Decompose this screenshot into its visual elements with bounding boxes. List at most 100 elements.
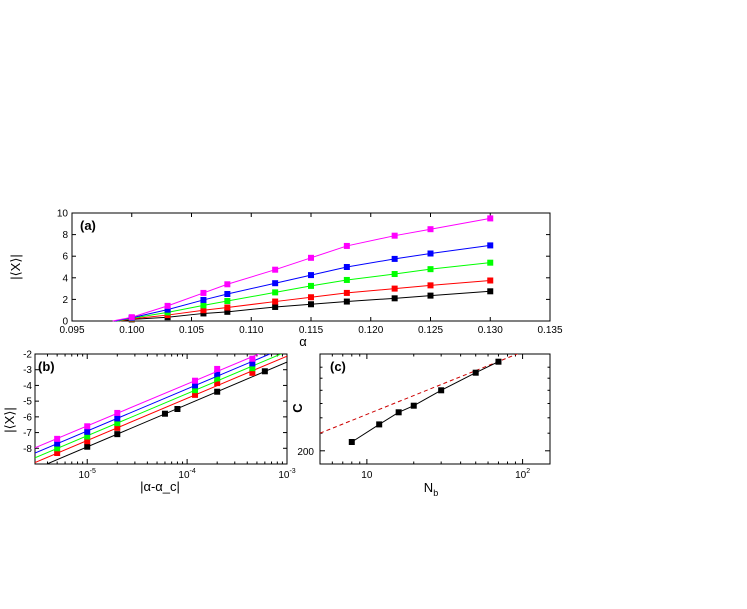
panel-a-data-point: [272, 303, 279, 310]
panel-b-series: [35, 354, 287, 464]
panel-b-data-point: [214, 365, 221, 372]
panel-a-xtick-label: 0.115: [299, 325, 324, 336]
panel-a-data-point: [391, 285, 398, 292]
panel-a-data-point: [391, 232, 398, 239]
panel-b-data-point: [54, 450, 61, 456]
panel-a-xtick-label: 0.110: [239, 325, 264, 336]
panel-b-data-point: [114, 420, 121, 427]
panel-a-data-point: [224, 308, 231, 315]
panel-c-data-point: [472, 369, 479, 376]
panel-b-data-point: [192, 391, 199, 398]
panel-a-xtick-label: 0.135: [537, 325, 562, 336]
panel-b-data-point: [114, 415, 121, 422]
panel-c-xtick-label: 102: [515, 468, 530, 481]
panel-b-data-point: [114, 424, 121, 431]
panel-b-data-point: [249, 360, 256, 367]
panel-a-data-point: [343, 276, 350, 283]
panel-b-data-point: [214, 375, 221, 382]
panel-a-data-point: [200, 307, 207, 314]
panel-b-fit-line: [35, 354, 283, 459]
panel-a-ytick-label: 2: [62, 295, 68, 306]
panel-b-xtick-exp: -3: [289, 468, 295, 475]
panel-b-data-point: [84, 438, 91, 445]
panel-c-xlabel: Nb: [424, 480, 438, 498]
panel-a-data-point: [391, 295, 398, 302]
panel-a-xtick-label: 0.095: [59, 325, 84, 336]
panel-c-data-point: [348, 439, 355, 445]
panel-a-data-point: [272, 280, 279, 287]
panel-a-ytick-label: 0: [62, 317, 68, 328]
panel-b-data-point: [261, 368, 268, 375]
panel-a-data-point: [427, 250, 434, 257]
panel-b-ticks: 10-5 10-4 10-3-2-3-4-5-6-7-8: [23, 350, 296, 482]
panel-a-data-point: [224, 304, 231, 311]
panel-c-data-point: [410, 402, 417, 409]
panel-a-data-point: [164, 306, 171, 313]
panel-c-data-point: [376, 421, 383, 428]
panel-b-xlabel: |α-α_c|: [140, 479, 180, 494]
panel-a-data-point: [200, 302, 207, 309]
panel-a-data-point: [487, 215, 494, 222]
panel-c-xtick-label: 10: [361, 470, 373, 481]
panel-a: 0.095 0.100 0.105 0.110 0.115 0.120 0.125 0.130…: [8, 209, 563, 350]
panel-a-data-point: [487, 242, 494, 249]
panel-a-xlabel: α: [299, 334, 307, 349]
panel-b-data-point: [192, 377, 199, 384]
panel-b-fit-line: [35, 354, 260, 449]
panel-a-data-point: [343, 298, 350, 305]
panel-b-data-point: [84, 423, 91, 430]
panel-b: 10-5 10-4 10-3-2-3-4-5-6-7-8 (b) |α-α_c| |…: [2, 350, 296, 495]
panel-b-ytick-label: -4: [23, 381, 32, 392]
panel-c-series: [320, 354, 519, 445]
panel-c-xlabel-text: N: [424, 480, 433, 495]
panel-a-data-point: [427, 292, 434, 299]
panel-a-data-point: [224, 281, 231, 288]
panel-c-frame: [319, 353, 551, 465]
panel-a-data-point: [391, 271, 398, 278]
panel-b-data-point: [214, 380, 221, 387]
panel-a-xtick-label: 0.120: [358, 325, 383, 336]
panel-c-data-point: [395, 409, 402, 416]
panel-b-xtick-base: 10: [278, 470, 290, 481]
panel-a-ytick-label: 10: [57, 209, 69, 220]
panel-b-xtick-exp: -5: [90, 468, 96, 475]
panel-a-data-point: [164, 302, 171, 309]
panel-a-data-point: [224, 291, 231, 297]
panel-b-data-point: [84, 443, 91, 450]
panel-a-data-point: [343, 289, 350, 296]
panel-b-xtick-exp: -4: [190, 468, 196, 475]
panel-a-ytick-label: 6: [62, 252, 68, 263]
panel-b-fit-line: [35, 355, 287, 463]
panel-b-data-point: [249, 365, 256, 372]
panel-a-ytick-label: 8: [62, 230, 68, 241]
panel-b-ytick-label: -8: [23, 444, 32, 455]
panel-b-xtick-base: 10: [79, 470, 91, 481]
panel-a-data-point: [200, 289, 207, 296]
panel-b-fit-line: [35, 354, 272, 454]
panel-a-data-point: [343, 264, 350, 270]
panel-b-data-point: [192, 387, 199, 394]
panel-b-data-point: [54, 440, 61, 447]
panel-c: 10 102 (c) Nb C 200: [290, 353, 551, 498]
panel-a-data-point: [308, 254, 314, 261]
panel-b-data-point: [114, 409, 121, 416]
panel-a-data-point: [487, 277, 494, 284]
panel-b-data-point: [54, 445, 61, 452]
panel-a-data-point: [128, 314, 135, 321]
panel-a-data-point: [308, 301, 314, 308]
panel-a-data-point: [487, 259, 494, 266]
panel-b-xtick-label: 10-4: [178, 468, 195, 481]
panel-b-ylabel: |⟨X⟩|: [2, 407, 17, 433]
panel-a-ytick-label: 4: [62, 273, 68, 284]
panel-b-label: (b): [38, 359, 55, 374]
panel-b-data-point: [84, 433, 91, 440]
panel-b-data-point: [114, 431, 121, 438]
panel-b-xtick-label: 10-3: [278, 468, 295, 481]
panel-b-xtick-label: 10-5: [79, 468, 96, 481]
panel-b-data-point: [192, 382, 199, 389]
panel-a-data-point: [427, 266, 434, 273]
panel-a-xtick-label: 0.100: [119, 325, 144, 336]
panel-a-series-line: [122, 290, 491, 322]
panel-b-ytick-label: -7: [23, 428, 32, 439]
panel-b-frame: [34, 353, 288, 465]
